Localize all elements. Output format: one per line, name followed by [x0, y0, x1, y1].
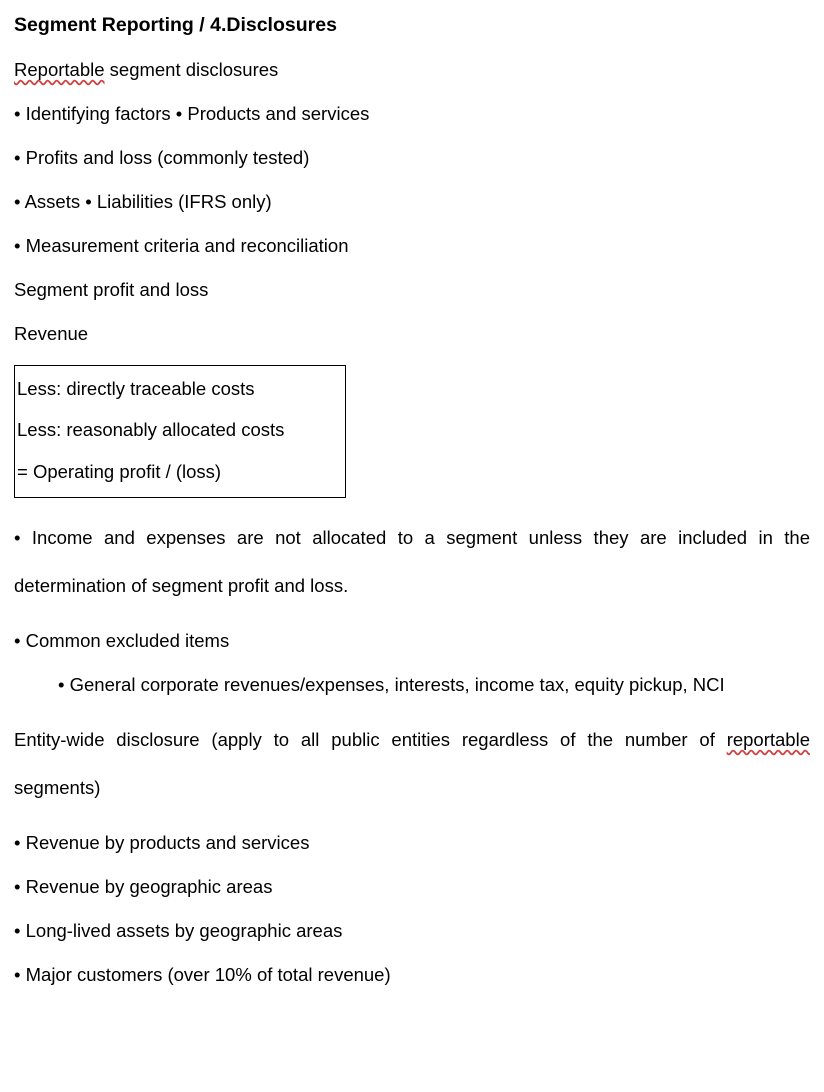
bullet-line: • Identifying factors • Products and ser…	[14, 101, 810, 127]
bullet-item: • Identifying factors	[14, 103, 176, 124]
entity-wide-heading: Entity-wide disclosure (apply to all pub…	[14, 716, 810, 812]
bullet-item: • Liabilities (IFRS only)	[85, 191, 271, 212]
bullet-item: • Products and services	[176, 103, 370, 124]
box-line: = Operating profit / (loss)	[17, 459, 339, 485]
text: segments)	[14, 777, 100, 798]
page-title: Segment Reporting / 4.Disclosures	[14, 12, 810, 39]
subheading-segment-pl: Segment profit and loss	[14, 277, 810, 303]
bullet-line: • Profits and loss (commonly tested)	[14, 145, 810, 171]
bullet-line: • Major customers (over 10% of total rev…	[14, 962, 810, 988]
spellcheck-word: reportable	[727, 729, 810, 750]
bullet-line: • Measurement criteria and reconciliatio…	[14, 233, 810, 259]
bullet-line: • Long-lived assets by geographic areas	[14, 918, 810, 944]
spellcheck-word: Reportable	[14, 59, 105, 80]
calc-box: Less: directly traceable costs Less: rea…	[14, 365, 346, 499]
label-revenue: Revenue	[14, 321, 810, 347]
bullet-line: • Revenue by geographic areas	[14, 874, 810, 900]
bullet-excluded-heading: • Common excluded items	[14, 628, 810, 654]
box-line: Less: reasonably allocated costs	[17, 417, 339, 443]
text: Entity-wide disclosure (apply to all pub…	[14, 729, 727, 750]
text: segment disclosures	[105, 59, 279, 80]
box-line: Less: directly traceable costs	[17, 376, 339, 402]
note-paragraph: • Income and expenses are not allocated …	[14, 514, 810, 610]
bullet-line: • Assets • Liabilities (IFRS only)	[14, 189, 810, 215]
bullet-item: • Assets	[14, 191, 85, 212]
subheading-reportable: Reportable segment disclosures	[14, 57, 810, 83]
bullet-excluded-sub: • General corporate revenues/expenses, i…	[58, 672, 810, 698]
bullet-line: • Revenue by products and services	[14, 830, 810, 856]
